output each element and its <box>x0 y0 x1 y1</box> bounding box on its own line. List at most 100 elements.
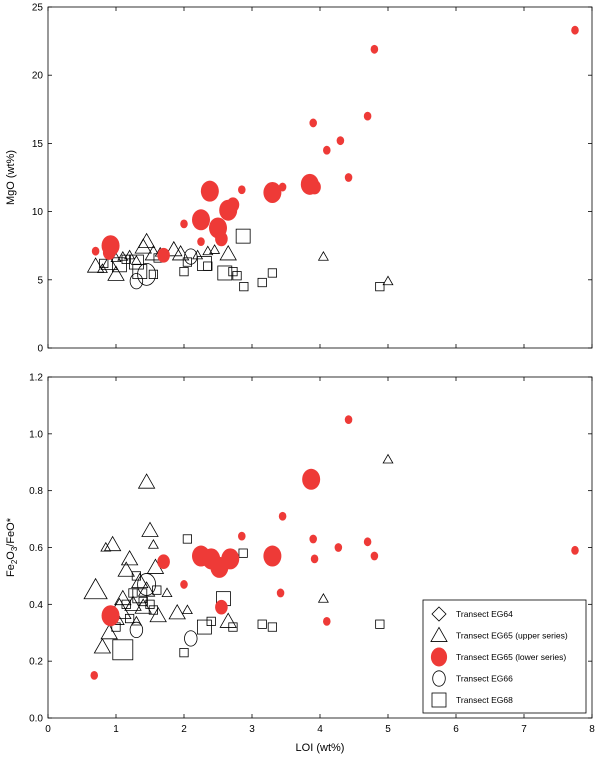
legend-label: Transect EG65 (upper series) <box>456 631 568 641</box>
series-triangle <box>86 232 394 286</box>
data-point <box>317 250 329 261</box>
x-tick-label: 5 <box>385 724 391 735</box>
legend-item: Transect EG64 <box>431 606 513 622</box>
data-point <box>181 604 193 615</box>
data-point <box>138 596 148 607</box>
y-axis-label-subscript: 2 <box>10 559 19 564</box>
legend-box <box>422 599 587 714</box>
data-point <box>206 616 216 626</box>
data-point <box>117 250 129 261</box>
data-point <box>238 548 248 558</box>
series-circle-open <box>129 573 198 647</box>
legend-item: Transect EG65 (lower series) <box>430 647 566 667</box>
data-point <box>257 619 267 629</box>
data-point <box>215 231 228 247</box>
data-point <box>157 247 170 263</box>
data-point <box>128 254 144 270</box>
data-point <box>192 209 210 231</box>
x-tick-label: 6 <box>453 724 459 735</box>
plot-frame <box>47 6 593 349</box>
legend-marker <box>430 647 448 667</box>
data-point <box>184 248 198 265</box>
panel-fe-ratio: 0 1 2 3 4 5 6 7 8 0.0 0.2 0.4 0.6 0.8 1.0 1.2 <box>29 373 595 736</box>
data-point <box>112 257 127 273</box>
x-tick-label: 1 <box>113 724 119 735</box>
data-point <box>370 44 379 54</box>
data-point <box>145 599 155 609</box>
data-point <box>219 612 237 628</box>
data-point <box>323 616 331 626</box>
series-circle-filled <box>90 415 579 680</box>
data-point <box>257 277 267 288</box>
panel-mgo: 0 5 10 15 20 25 <box>32 3 593 355</box>
data-point <box>180 580 188 589</box>
series-triangle <box>83 453 394 654</box>
legend-item: Transect EG66 <box>432 670 513 687</box>
data-point <box>96 263 108 273</box>
data-point <box>137 262 157 286</box>
y-tick-label: 5 <box>37 275 43 286</box>
data-point <box>168 604 186 620</box>
data-point <box>278 511 287 521</box>
x-tick-label: 7 <box>521 724 527 735</box>
data-point <box>141 521 159 537</box>
legend-label: Transect EG68 <box>456 695 513 705</box>
data-point <box>263 182 282 204</box>
y-tick-label: 10 <box>32 207 44 218</box>
data-point <box>179 267 189 277</box>
x-tick-label: 2 <box>181 724 187 735</box>
data-point <box>336 136 345 146</box>
data-point <box>571 25 579 35</box>
data-point <box>91 246 100 256</box>
data-point <box>86 257 105 273</box>
data-point <box>238 185 246 195</box>
x-tick-label: 3 <box>249 724 255 735</box>
y-axis-label-fe-ratio: Fe2O3/FeO* <box>5 517 19 577</box>
data-point <box>161 587 173 597</box>
data-point <box>117 561 135 577</box>
data-point <box>202 245 214 256</box>
legend-marker <box>430 626 448 642</box>
data-point <box>148 269 158 279</box>
series-circle-open <box>129 248 198 290</box>
data-point <box>148 605 158 615</box>
data-point <box>121 599 131 609</box>
data-point <box>209 244 221 254</box>
data-point <box>323 145 331 155</box>
legend-marker <box>431 692 447 708</box>
data-point <box>182 534 192 544</box>
y-tick-label: 0.2 <box>29 657 43 668</box>
y-tick-label: 0.4 <box>29 600 43 611</box>
y-tick-label: 1.2 <box>29 373 43 384</box>
data-point <box>103 535 122 552</box>
data-point <box>370 551 379 561</box>
y-axis-label-part: /FeO* <box>5 517 17 546</box>
data-point <box>132 264 148 280</box>
data-point <box>267 622 278 632</box>
data-point <box>149 606 167 623</box>
data-point <box>221 548 240 570</box>
data-point <box>121 254 131 264</box>
data-point <box>382 453 394 464</box>
data-point <box>200 180 219 202</box>
y-axis-label-mgo: MgO (wt%) <box>5 150 17 205</box>
x-axis-label: LOI (wt%) <box>296 742 345 754</box>
data-point <box>228 622 238 632</box>
data-point <box>100 254 118 270</box>
series-square <box>104 534 385 661</box>
data-point <box>239 282 249 292</box>
series-circle-filled <box>91 25 579 263</box>
data-point <box>152 585 162 595</box>
data-point <box>179 648 189 658</box>
data-point <box>101 605 120 627</box>
data-point <box>137 473 156 489</box>
data-point <box>165 240 183 257</box>
data-point <box>129 273 144 290</box>
data-point <box>317 593 329 603</box>
data-point <box>375 282 385 292</box>
data-point <box>114 589 132 606</box>
data-point <box>344 173 353 182</box>
data-point <box>278 182 287 192</box>
series-square <box>99 228 385 292</box>
data-point <box>124 595 142 611</box>
